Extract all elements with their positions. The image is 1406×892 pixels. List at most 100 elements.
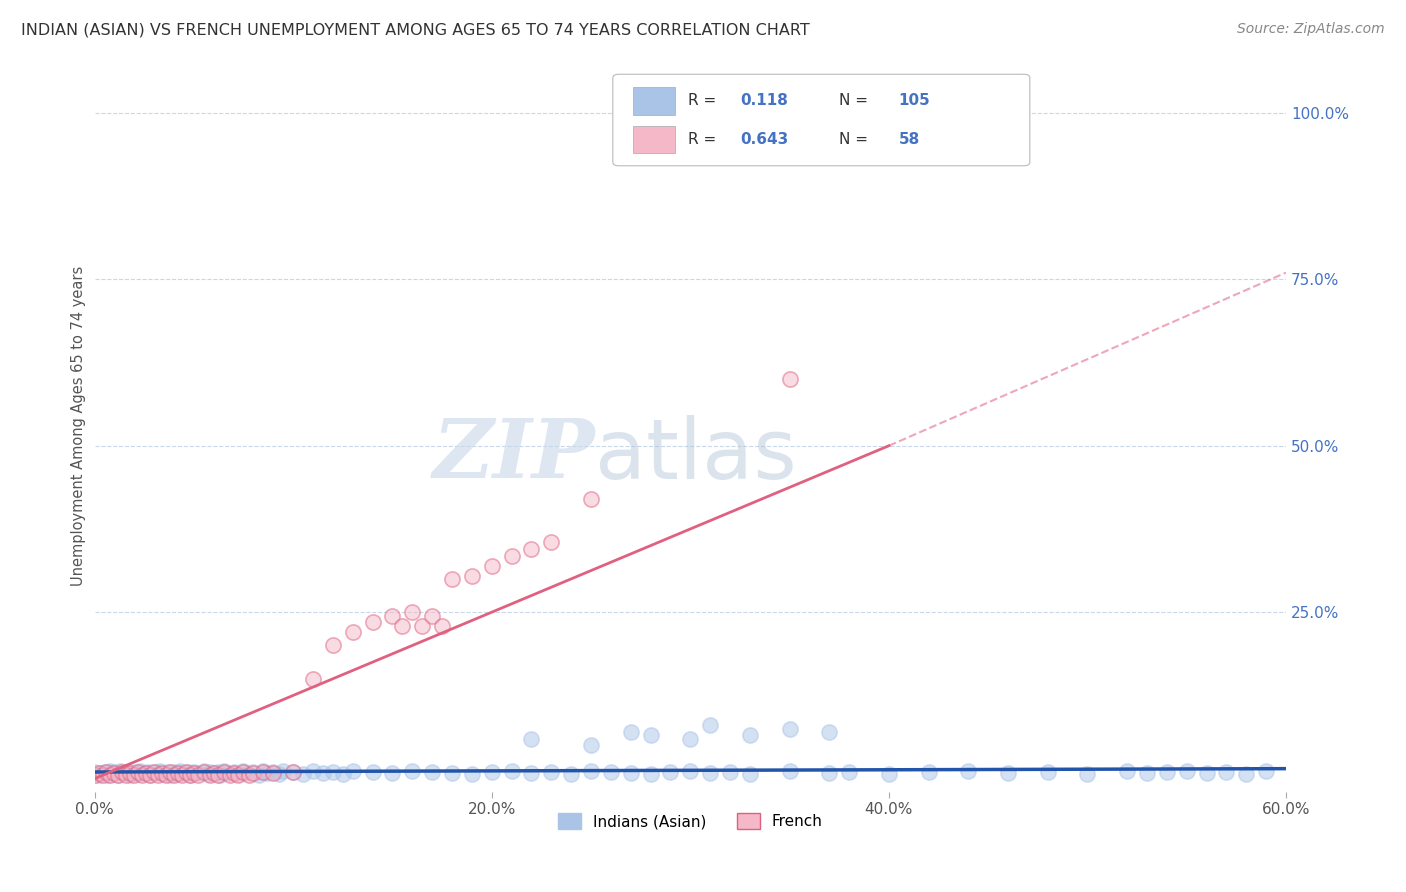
Point [202, 766, 225, 780]
Point [1175, 764, 1198, 778]
Point [139, 768, 162, 782]
Point [212, 764, 235, 779]
Point [1215, 764, 1237, 779]
Point [1234, 767, 1257, 781]
Point [91, 768, 114, 782]
Point [198, 764, 221, 779]
Point [111, 764, 134, 779]
Point [169, 764, 191, 778]
Point [103, 766, 125, 780]
Point [139, 767, 162, 781]
Point [391, 618, 413, 632]
Point [236, 766, 259, 780]
Point [1116, 764, 1139, 778]
Point [520, 731, 543, 746]
Point [640, 767, 662, 781]
Point [193, 764, 215, 779]
Point [87, 766, 110, 780]
Point [242, 764, 264, 779]
Point [440, 766, 463, 780]
Point [361, 615, 384, 630]
Text: R =: R = [688, 132, 721, 147]
Point [167, 767, 190, 781]
Point [173, 766, 195, 780]
Point [100, 764, 122, 778]
Point [159, 764, 181, 779]
Point [170, 768, 193, 782]
Point [150, 766, 173, 780]
Point [738, 93, 761, 107]
Point [1254, 764, 1277, 778]
Point [292, 767, 315, 781]
Point [238, 767, 260, 781]
Point [115, 767, 138, 781]
Point [222, 766, 245, 780]
Point [83, 764, 105, 779]
Point [107, 768, 129, 782]
Point [252, 764, 274, 778]
Point [136, 764, 159, 779]
Point [411, 618, 433, 632]
Point [179, 767, 201, 781]
Point [143, 764, 166, 779]
Point [501, 764, 523, 778]
Text: 58: 58 [898, 132, 920, 147]
Point [779, 722, 801, 736]
Point [96, 764, 118, 779]
Point [281, 764, 304, 779]
Point [281, 764, 304, 779]
Point [110, 764, 132, 778]
Text: Source: ZipAtlas.com: Source: ZipAtlas.com [1237, 22, 1385, 37]
Point [322, 639, 344, 653]
Text: 0.643: 0.643 [741, 132, 789, 147]
Point [271, 764, 294, 778]
Point [440, 572, 463, 586]
Point [187, 768, 209, 782]
Point [779, 372, 801, 386]
FancyBboxPatch shape [633, 126, 675, 153]
FancyBboxPatch shape [633, 87, 675, 114]
Text: N =: N = [839, 132, 873, 147]
Point [342, 625, 364, 640]
Point [679, 731, 702, 746]
Point [1156, 764, 1178, 779]
Point [217, 766, 239, 780]
Point [207, 768, 229, 782]
Point [207, 764, 229, 779]
Point [461, 568, 484, 582]
Point [232, 764, 254, 779]
Point [155, 768, 177, 782]
Text: R =: R = [688, 93, 721, 108]
Point [90, 766, 112, 780]
Point [127, 764, 149, 779]
Point [599, 764, 621, 779]
Point [87, 768, 110, 782]
Point [183, 764, 205, 779]
Point [256, 766, 278, 780]
Text: ZIP: ZIP [432, 415, 595, 495]
Point [818, 766, 841, 780]
Point [167, 766, 190, 780]
Point [481, 558, 503, 573]
Point [579, 739, 602, 753]
Point [957, 764, 980, 778]
Point [134, 766, 156, 780]
Point [430, 618, 453, 632]
Point [198, 767, 221, 781]
Point [699, 766, 721, 780]
Point [520, 766, 543, 780]
Point [174, 764, 197, 779]
Point [501, 549, 523, 563]
Point [193, 764, 215, 778]
Point [146, 766, 169, 780]
Point [202, 766, 225, 780]
Point [1136, 766, 1159, 780]
Point [917, 764, 939, 779]
Text: 105: 105 [898, 93, 931, 108]
Point [738, 728, 761, 742]
Point [208, 767, 231, 781]
Point [218, 767, 240, 781]
Point [269, 767, 291, 781]
Point [197, 767, 219, 781]
Point [131, 767, 153, 781]
